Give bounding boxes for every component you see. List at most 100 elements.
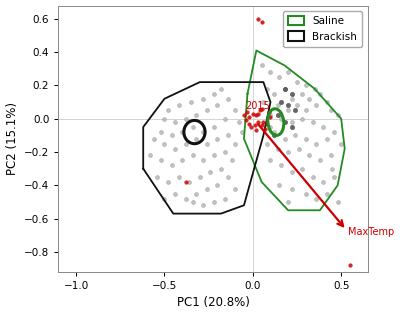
Point [204,108,210,113]
Point [161,141,168,146]
Point [232,108,238,113]
Point [331,175,337,180]
Point [214,103,221,108]
Point [334,113,341,118]
Point [264,141,270,146]
Point [186,180,192,185]
Point [147,153,154,158]
Point [214,136,221,141]
Point [182,180,189,185]
Point [204,141,210,146]
Point [193,191,200,196]
Point [312,86,318,91]
Point [324,136,330,141]
Point [200,96,206,101]
Point [288,124,295,129]
Point [320,180,327,185]
Point [225,96,231,101]
Point [232,141,238,146]
Point [303,83,309,88]
Point [306,96,312,101]
Point [182,196,189,201]
Point [317,91,323,96]
Point [299,91,306,96]
Point [255,111,261,116]
Point [282,86,288,91]
Point [200,158,206,163]
Point [303,108,309,113]
Point [276,183,282,188]
Point [190,199,196,204]
Point [225,175,231,180]
Point [236,120,242,125]
Point [274,146,281,151]
Point [264,121,270,126]
Point [292,108,298,113]
Point [158,129,164,135]
Point [207,169,214,175]
Point [257,108,263,113]
Point [278,163,284,168]
Point [255,16,261,21]
Point [267,115,274,120]
Point [175,103,182,108]
Point [278,100,284,105]
Point [221,150,228,155]
Point [285,70,291,75]
Point [200,129,206,135]
Point [271,133,277,138]
Point [200,203,206,208]
Point [266,110,272,115]
Point [310,175,316,180]
Point [267,113,274,118]
Point [193,136,200,141]
Point [242,118,249,123]
Point [313,141,320,146]
Point [292,133,298,138]
Point [306,153,312,158]
Point [255,120,261,125]
Point [218,86,224,91]
Point [288,186,295,191]
Point [190,124,196,129]
Point [285,108,291,113]
Point [250,111,256,116]
Point [221,196,228,201]
Point [285,199,291,204]
Point [158,158,164,163]
Point [165,108,171,113]
Point [260,100,267,105]
Point [271,129,277,135]
Point [282,120,288,125]
Point [320,124,327,129]
Point [214,183,221,188]
Point [327,108,334,113]
Point [211,199,217,204]
Point [244,110,251,115]
Point [338,141,344,146]
Point [154,175,160,180]
Point [260,120,267,125]
X-axis label: PC1 (20.8%): PC1 (20.8%) [176,296,250,309]
Point [271,91,277,96]
Point [329,166,336,171]
Point [278,116,284,121]
Point [253,113,260,118]
Point [285,103,291,108]
Point [334,199,341,204]
Point [246,115,252,120]
Point [175,175,182,180]
Point [221,116,228,121]
Point [179,158,185,163]
Point [218,166,224,171]
Point [282,86,288,91]
Point [253,128,260,133]
Point [161,196,168,201]
Point [190,153,196,158]
Point [258,20,265,25]
Point [303,136,309,141]
Point [211,91,217,96]
Point [258,123,265,128]
Point [196,175,203,180]
Point [228,158,235,163]
